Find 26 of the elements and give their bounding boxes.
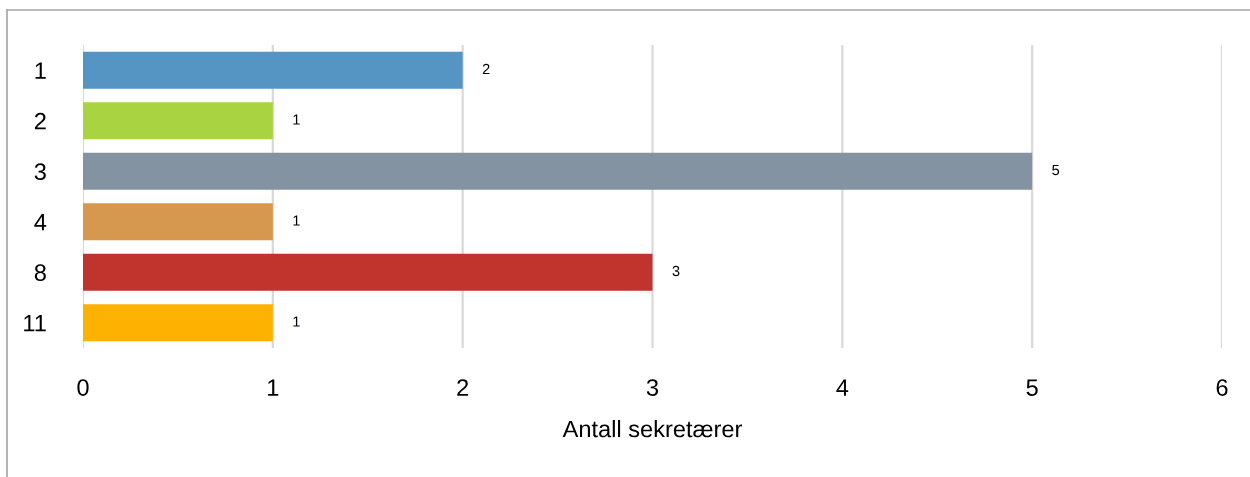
y-tick-label: 1 — [35, 62, 46, 79]
data-label: 2 — [482, 63, 490, 75]
x-tick-label: 1 — [268, 379, 279, 396]
x-tick-label: 2 — [457, 379, 469, 396]
bar — [83, 203, 273, 241]
bar — [83, 253, 653, 291]
x-axis-title: Antall sekretærer — [562, 420, 742, 438]
bar — [83, 304, 273, 342]
data-label: 1 — [293, 114, 300, 125]
bar — [83, 102, 273, 140]
x-tick-label: 4 — [836, 379, 849, 396]
y-tick-label: 11 — [24, 315, 46, 332]
x-tick-label: 0 — [77, 379, 89, 396]
y-tick-label: 2 — [34, 112, 46, 130]
y-tick-label: 8 — [34, 264, 46, 282]
data-label: 1 — [293, 215, 300, 226]
y-tick-label: 4 — [34, 214, 47, 231]
x-tick-label: 5 — [1026, 379, 1038, 396]
x-tick-label: 3 — [646, 379, 659, 396]
x-tick-label: 6 — [1216, 379, 1228, 396]
data-label: 3 — [672, 265, 680, 277]
y-tick-label: 3 — [34, 163, 46, 181]
data-label: 5 — [1052, 164, 1060, 176]
data-label: 1 — [293, 316, 300, 327]
bar — [83, 51, 463, 89]
bar — [83, 152, 1033, 190]
